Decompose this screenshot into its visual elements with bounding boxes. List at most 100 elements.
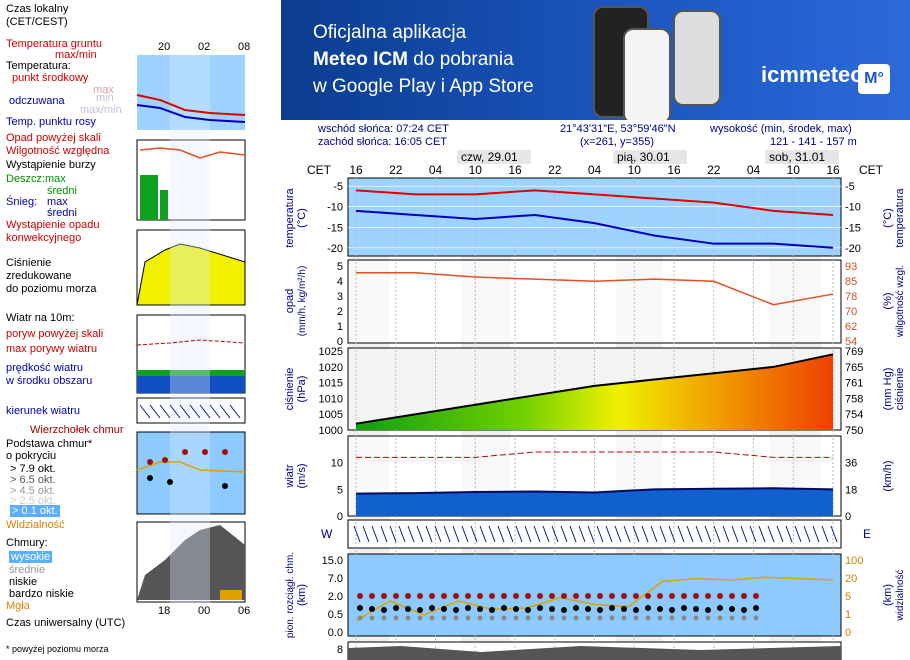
cloud-top-dot	[501, 593, 507, 599]
legend-bottom-tick-2: 06	[238, 605, 251, 617]
cloud-base-dot-low	[669, 615, 675, 621]
cloud-base-dot	[393, 605, 399, 611]
cloud-base-dot	[633, 607, 639, 613]
temp-tick-left-2: -15	[327, 222, 343, 234]
hour-tick-5: 22	[548, 163, 562, 177]
wind-dir-arrow	[461, 525, 469, 543]
legend-snow: Śnieg:	[6, 196, 38, 208]
wind-speed-area	[356, 488, 833, 516]
cloud-base-dot-low	[645, 615, 651, 621]
cloud-base-dot-low	[549, 615, 555, 621]
wind-dir-arrow	[740, 525, 748, 543]
cloud-base-dot	[693, 606, 699, 612]
legend-top-tick-2: 08	[238, 41, 251, 53]
cloud-base-dot-low	[597, 615, 603, 621]
legend-gust-line	[136, 339, 246, 346]
legend-rain-avg: średni	[47, 185, 77, 197]
legend-wind: Wiatr na 10m:	[6, 312, 75, 324]
wind-dir-arrow	[596, 525, 604, 543]
wind-dir-arrow	[353, 525, 361, 543]
cloud-top-dot	[705, 593, 711, 599]
cloud-top-dot	[513, 593, 519, 599]
cloud-base-dot-low	[429, 615, 435, 621]
phone-image-2	[623, 28, 671, 120]
icmmeteo-logo-badge: M°	[858, 64, 890, 94]
wind-dir-arrow	[524, 525, 532, 543]
wind-dir-arrow	[668, 525, 676, 543]
cloud-base-dot-low	[489, 615, 495, 621]
legend-low: niskie	[9, 576, 38, 588]
cloud-base-dot	[429, 605, 435, 611]
temp-axis-left-unit: (°C)	[296, 208, 308, 228]
cloud-base-dot	[501, 605, 507, 611]
cloud-base-dot-low	[417, 615, 423, 621]
cloud-base-dot-low	[357, 615, 363, 621]
wind-dir-arrow	[695, 525, 703, 543]
legend-pressure-area	[136, 243, 246, 306]
wind-dir-arrow	[389, 525, 397, 543]
legend-rain-max: max	[45, 173, 66, 185]
cloud-base-dot-low	[741, 615, 747, 621]
cloud-base-dot-low	[633, 615, 639, 621]
wind-dir-arrow	[704, 525, 712, 543]
cloud-base-dot-low	[477, 615, 483, 621]
legend-top-tick-0: 20	[158, 41, 171, 53]
cloud-top-dot	[369, 593, 375, 599]
wind-dir-arrow	[749, 525, 757, 543]
legend-okt25: > 2.5 okt.	[10, 495, 56, 507]
legend-cover-area	[137, 525, 245, 600]
cloud-top-dot	[597, 593, 603, 599]
legend-feels-like: odczuwana	[9, 95, 65, 107]
pressure-axis-left-unit: (hPa)	[296, 376, 308, 403]
precip-tick-right-4: 62	[845, 321, 857, 333]
wind-dir-arrow	[650, 525, 658, 543]
cloud-base-dot	[357, 605, 363, 611]
wind-dir-arrow	[380, 525, 388, 543]
wind-tick-left-1: 5	[337, 484, 343, 496]
cloud-top-dot	[405, 593, 411, 599]
legend-cloud-dots-low	[147, 475, 228, 489]
legend-column: Czas lokalny (CET/CEST) 20 02 08 Tempera…	[0, 0, 280, 660]
wind-dir-arrow	[605, 525, 613, 543]
legend-cloud-base2: o pokryciu	[6, 450, 57, 462]
wind-axis-left: wiatr	[284, 464, 296, 489]
cloud-base-dot	[465, 605, 471, 611]
cloud-top-dot	[417, 593, 423, 599]
cloud-base-dot-low	[705, 615, 711, 621]
hour-tick-0: 16	[349, 163, 363, 177]
precip-tick-right-2: 78	[845, 291, 857, 303]
wind-dir-arrow	[812, 525, 820, 543]
wind-dir-arrow	[758, 525, 766, 543]
cloud-top-dot	[477, 593, 483, 599]
app-banner[interactable]: Oficjalna aplikacja Meteo ICM do pobrani…	[281, 0, 910, 120]
day-label-2: sob, 31.01	[769, 150, 825, 164]
pressure-tick-left-3: 1010	[319, 393, 343, 405]
legend-top-tick-1: 02	[198, 41, 211, 53]
legend-temp-max-line	[136, 94, 246, 116]
legend-storm: Wystąpienie burzy	[6, 159, 96, 171]
cloud-base-dot-low	[393, 615, 399, 621]
cloud-base-dot	[717, 605, 723, 611]
precip-tick-left-3: 2	[337, 306, 343, 318]
cloud-top-dot	[681, 593, 687, 599]
cloud-top-dot	[669, 593, 675, 599]
cloud-base-dot-low	[621, 615, 627, 621]
cloud-top-dot	[741, 593, 747, 599]
precip-axis-right: wilgotność wzgl.	[895, 265, 906, 338]
wind-dir-arrow	[731, 525, 739, 543]
cloud-tick-left-3: 0.5	[328, 609, 343, 621]
cloud-base-dot	[573, 605, 579, 611]
wind-dir-arrow	[713, 525, 721, 543]
pressure-tick-right-2: 761	[845, 378, 863, 390]
banner-brand: Meteo ICM	[313, 49, 408, 70]
wind-speed-line	[355, 487, 834, 495]
icmmeteo-logo: icmmeteo	[761, 62, 864, 87]
cloud-top-dot	[489, 593, 495, 599]
legend-convective2: konwekcyjnego	[6, 232, 82, 244]
legend-clouds: Chmury:	[6, 537, 48, 549]
wind-dir-arrow	[641, 525, 649, 543]
cloud-base-dot	[729, 606, 735, 612]
cloud-base-dot-low	[501, 615, 507, 621]
precip-tick-right-1: 85	[845, 276, 857, 288]
legend-rain: Deszcz:	[6, 173, 46, 185]
